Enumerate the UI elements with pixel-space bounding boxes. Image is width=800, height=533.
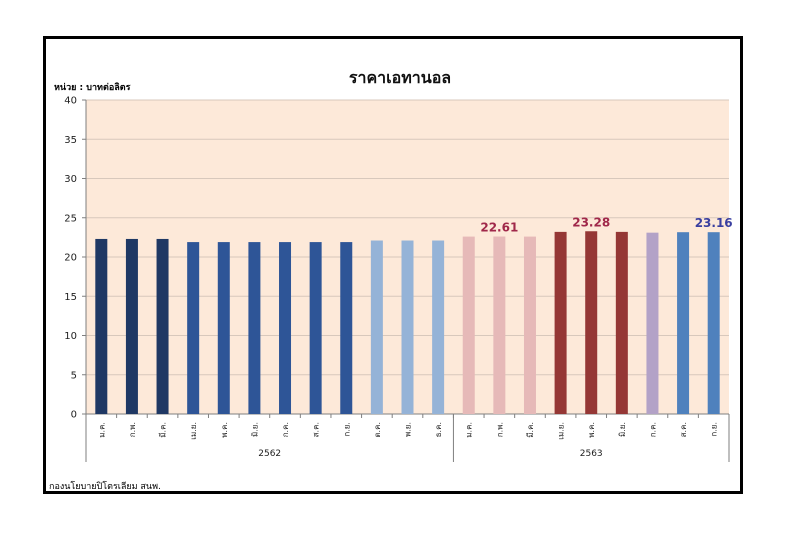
bar <box>340 242 353 414</box>
bar <box>493 236 506 414</box>
x-tick-label: เม.ย. <box>189 422 198 440</box>
x-tick-label: มิ.ย. <box>618 422 627 437</box>
x-tick-label: ม.ค. <box>465 422 474 438</box>
x-tick-label: ธ.ค. <box>434 422 443 437</box>
bar <box>279 242 292 414</box>
x-tick-label: ต.ค. <box>373 422 382 438</box>
bar <box>523 236 536 414</box>
x-tick-label: ส.ค. <box>312 422 321 437</box>
bar <box>677 232 690 414</box>
y-tick-label: 15 <box>64 292 77 303</box>
bar <box>615 231 628 414</box>
y-tick-label: 5 <box>71 370 77 381</box>
bar <box>707 232 720 414</box>
bar <box>401 240 414 414</box>
data-label: 23.16 <box>695 216 733 230</box>
y-tick-label: 10 <box>64 331 77 342</box>
x-tick-label: มี.ค. <box>159 422 168 438</box>
x-tick-label: พ.ย. <box>404 422 413 437</box>
y-tick-label: 40 <box>64 96 77 107</box>
x-tick-label: ก.ค. <box>281 422 290 437</box>
x-tick-label: มี.ค. <box>526 422 535 438</box>
year-label: 2563 <box>580 449 603 459</box>
chart-title: ราคาเอทานอล <box>348 68 452 87</box>
bar <box>95 238 108 414</box>
x-tick-label: เม.ย. <box>557 422 566 440</box>
bar <box>370 240 383 414</box>
x-tick-label: ก.ย. <box>342 422 351 437</box>
bar <box>248 242 261 414</box>
bar <box>585 231 598 414</box>
x-tick-label: ก.พ. <box>495 422 504 437</box>
y-tick-label: 35 <box>64 135 77 146</box>
y-tick-label: 25 <box>64 213 77 224</box>
x-tick-label: มิ.ย. <box>250 422 259 437</box>
year-label: 2562 <box>258 449 281 459</box>
bar <box>156 238 169 414</box>
bar <box>646 232 659 414</box>
bar <box>125 238 138 414</box>
bar <box>309 242 322 414</box>
x-tick-label: พ.ค. <box>587 422 596 438</box>
y-tick-label: 30 <box>64 174 77 185</box>
data-label: 23.28 <box>572 215 610 229</box>
bar <box>187 242 200 414</box>
y-tick-label: 0 <box>71 410 77 421</box>
source-note: กองนโยบายปิโตรเลียม สนพ. <box>49 482 161 492</box>
x-tick-label: ก.พ. <box>128 422 137 437</box>
bar <box>554 231 567 414</box>
unit-label: หน่วย : บาทต่อลิตร <box>54 83 131 93</box>
y-tick-label: 20 <box>64 253 77 264</box>
bar <box>432 240 445 414</box>
data-label: 22.61 <box>480 221 518 235</box>
bar <box>217 242 230 414</box>
x-tick-label: ก.ค. <box>648 422 657 437</box>
bar <box>462 236 475 414</box>
x-tick-label: ม.ค. <box>97 422 106 438</box>
x-tick-label: พ.ค. <box>220 422 229 438</box>
x-tick-label: ส.ค. <box>679 422 688 437</box>
x-tick-label: ก.ย. <box>710 422 719 437</box>
